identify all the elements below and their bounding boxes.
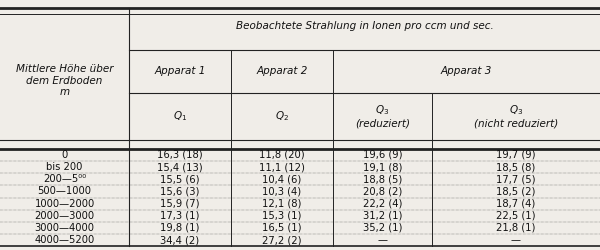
Text: 16,5 (1): 16,5 (1) [262, 223, 302, 233]
Text: 15,6 (3): 15,6 (3) [160, 186, 200, 196]
Text: 1000—2000: 1000—2000 [34, 198, 95, 208]
Text: 18,8 (5): 18,8 (5) [363, 174, 402, 184]
Text: 2000—3000: 2000—3000 [34, 211, 95, 221]
Text: 21,8 (1): 21,8 (1) [496, 223, 536, 233]
Text: 19,1 (8): 19,1 (8) [363, 162, 402, 172]
Text: 19,8 (1): 19,8 (1) [160, 223, 200, 233]
Text: 35,2 (1): 35,2 (1) [363, 223, 402, 233]
Text: 19,6 (9): 19,6 (9) [363, 150, 402, 160]
Text: $Q_3$
(nicht reduziert): $Q_3$ (nicht reduziert) [474, 104, 558, 129]
Text: Beobachtete Strahlung in Ionen pro ccm und sec.: Beobachtete Strahlung in Ionen pro ccm u… [236, 21, 493, 31]
Text: 200—5⁰⁰: 200—5⁰⁰ [43, 174, 86, 184]
Text: 15,9 (7): 15,9 (7) [160, 198, 200, 208]
Text: 0: 0 [61, 150, 68, 160]
Text: 15,3 (1): 15,3 (1) [262, 211, 302, 221]
Text: 22,2 (4): 22,2 (4) [363, 198, 402, 208]
Text: 34,4 (2): 34,4 (2) [160, 235, 200, 245]
Text: 15,5 (6): 15,5 (6) [160, 174, 200, 184]
Text: —: — [377, 235, 388, 245]
Text: 18,5 (8): 18,5 (8) [496, 162, 536, 172]
Text: 3000—4000: 3000—4000 [35, 223, 95, 233]
Text: —: — [511, 235, 521, 245]
Text: $Q_2$: $Q_2$ [275, 109, 289, 123]
Text: Apparat 2: Apparat 2 [256, 66, 308, 76]
Text: 10,3 (4): 10,3 (4) [262, 186, 302, 196]
Text: 12,1 (8): 12,1 (8) [262, 198, 302, 208]
Text: Mittlere Höhe über
dem Erdboden
m: Mittlere Höhe über dem Erdboden m [16, 64, 113, 97]
Text: 17,3 (1): 17,3 (1) [160, 211, 200, 221]
Text: Apparat 3: Apparat 3 [441, 66, 492, 76]
Text: 22,5 (1): 22,5 (1) [496, 211, 536, 221]
Text: 4000—5200: 4000—5200 [34, 235, 95, 245]
Text: $Q_3$
(reduziert): $Q_3$ (reduziert) [355, 104, 410, 129]
Text: 18,7 (4): 18,7 (4) [496, 198, 536, 208]
Text: 11,1 (12): 11,1 (12) [259, 162, 305, 172]
Text: 20,8 (2): 20,8 (2) [363, 186, 402, 196]
Text: 27,2 (2): 27,2 (2) [262, 235, 302, 245]
Text: 16,3 (18): 16,3 (18) [157, 150, 203, 160]
Text: 15,4 (13): 15,4 (13) [157, 162, 203, 172]
Text: 18,5 (2): 18,5 (2) [496, 186, 536, 196]
Text: 10,4 (6): 10,4 (6) [262, 174, 302, 184]
Text: 19,7 (9): 19,7 (9) [496, 150, 536, 160]
Text: bis 200: bis 200 [46, 162, 83, 172]
Text: 17,7 (5): 17,7 (5) [496, 174, 536, 184]
Text: 11,8 (20): 11,8 (20) [259, 150, 305, 160]
Text: 31,2 (1): 31,2 (1) [363, 211, 402, 221]
Text: Apparat 1: Apparat 1 [154, 66, 206, 76]
Text: 500—1000: 500—1000 [37, 186, 91, 196]
Text: $Q_1$: $Q_1$ [173, 109, 187, 123]
